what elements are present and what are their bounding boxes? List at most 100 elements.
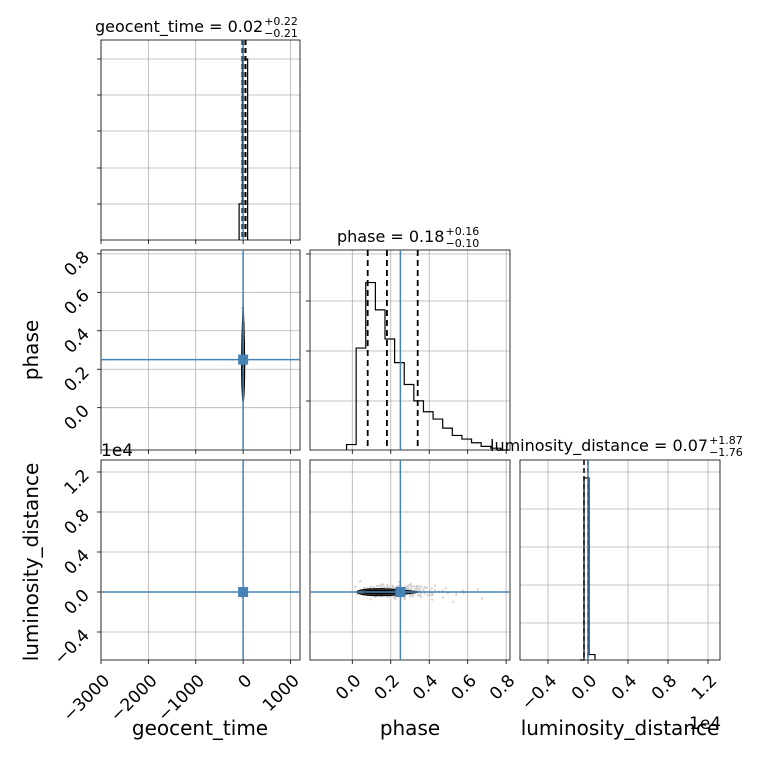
scatter-point: [380, 586, 383, 589]
scatter-point: [455, 593, 458, 597]
histogram-phase: [345, 281, 510, 451]
y-tick-label-phase: 0.8: [60, 247, 93, 280]
scatter-point: [363, 586, 366, 589]
title-minus: −1.76: [709, 446, 743, 459]
scatter-point: [430, 587, 433, 590]
x-tick-label-geocent_time: −3000: [59, 671, 114, 726]
scatter-point: [422, 588, 425, 591]
x-tick-label-luminosity_distance: 0.8: [648, 671, 681, 704]
scatter-point: [391, 584, 394, 587]
x-tick-label-phase: 0.2: [371, 671, 404, 704]
tick-labels: −3000−2000−1000 0 1000 0.0 0.2 0.4 0.6 0.8−0.4 0…: [50, 247, 721, 725]
scatter-point: [370, 585, 373, 588]
scatter-point: [419, 585, 422, 588]
scatter-point: [476, 588, 480, 591]
truth-marker: [238, 354, 249, 365]
panel-frame: [309, 249, 511, 451]
scatter-point: [404, 597, 407, 600]
x-tick-label-phase: 0.4: [409, 671, 442, 704]
x-tick-label-luminosity_distance: 0.0: [568, 671, 601, 704]
scatter-point: [392, 586, 395, 589]
title-minus: −0.10: [445, 237, 479, 250]
y-axis-label-luminosity_distance: luminosity_distance: [19, 463, 43, 662]
title-plus: +0.16: [445, 225, 479, 238]
y-tick-label-luminosity_distance: 0.0: [60, 586, 93, 619]
panel-r1-c0: [97, 249, 301, 454]
truth-marker: [238, 587, 249, 597]
scatter-point: [386, 583, 389, 586]
scatter-point: [419, 595, 423, 598]
title-plus: +0.22: [264, 15, 298, 28]
scatter-point: [429, 594, 432, 597]
title-text-geocent_time: geocent_time = 0.02: [95, 17, 263, 37]
scatter-point: [354, 585, 357, 588]
title-phase: phase = 0.18 +0.16−0.10: [337, 225, 479, 250]
scatter-point: [393, 595, 396, 599]
panel-r2-c1: [309, 459, 511, 664]
title-prefix: luminosity_distance =: [490, 436, 672, 456]
x-axis-label-luminosity_distance: luminosity_distance: [521, 716, 720, 740]
scatter-point: [355, 593, 358, 596]
x-tick-label-phase: 0.8: [486, 671, 519, 704]
scatter-point: [441, 596, 444, 599]
title-luminosity_distance: luminosity_distance = 0.07 +1.87−1.76: [490, 434, 743, 459]
x-axis-label-geocent_time: geocent_time: [132, 716, 268, 740]
y-tick-label-phase: 0.0: [60, 401, 93, 434]
scatter-point: [420, 592, 423, 595]
scatter-point: [394, 598, 397, 601]
scatter-point: [411, 586, 414, 589]
scatter-point: [377, 584, 381, 588]
title-geocent_time: geocent_time = 0.02 +0.22−0.21: [95, 15, 298, 40]
scatter-point: [409, 587, 412, 591]
panel-r2-c2: [519, 459, 721, 664]
scatter-point: [415, 586, 419, 589]
offset-label-y: 1e4: [101, 441, 133, 461]
title-median: 0.07: [672, 436, 708, 455]
scatter-point: [407, 584, 410, 587]
x-tick-label-phase: 0.6: [448, 671, 481, 704]
panel-frame: [100, 459, 301, 661]
scatter-point: [431, 592, 435, 595]
scatter-point: [417, 587, 420, 590]
scatter-point: [428, 588, 431, 592]
scatter-point: [431, 598, 434, 601]
y-axis-label-phase: phase: [19, 320, 43, 380]
y-tick-label-luminosity_distance: 1.2: [60, 466, 93, 499]
x-tick-label-geocent_time: 1000: [259, 671, 304, 716]
scatter-point: [423, 592, 426, 595]
scatter-point: [426, 586, 429, 589]
offset-label-x: 1e4: [689, 714, 721, 734]
scatter-point: [444, 587, 447, 590]
title-median: 0.18: [409, 227, 445, 246]
scatter-point: [461, 589, 465, 592]
scatter-point: [433, 588, 436, 592]
panel-frame: [309, 459, 511, 661]
scatter-point: [375, 585, 378, 588]
scatter-point: [480, 597, 484, 600]
scatter-point: [423, 586, 426, 589]
x-axis-label-phase: phase: [380, 716, 440, 740]
x-tick-label-luminosity_distance: 0.4: [608, 671, 641, 704]
scatter-point: [409, 584, 412, 587]
title-text-phase: phase = 0.18: [337, 227, 444, 246]
truth-marker: [395, 587, 406, 597]
title-prefix: phase =: [337, 227, 409, 246]
scatter-point: [383, 585, 386, 588]
scatter-point: [374, 595, 377, 599]
scatter-point: [409, 595, 412, 598]
y-tick-label-phase: 0.4: [60, 324, 93, 357]
x-tick-label-luminosity_distance: −0.4: [518, 671, 561, 714]
panel-frame: [100, 39, 301, 241]
panel-frame: [100, 249, 301, 451]
scatter-point: [412, 584, 416, 588]
scatter-point: [404, 586, 408, 589]
title-minus: −0.21: [264, 27, 298, 40]
scatter-point: [434, 584, 437, 587]
panel-r1-c1: [306, 249, 511, 454]
y-tick-label-luminosity_distance: −0.4: [50, 626, 93, 669]
scatter-point: [426, 593, 429, 597]
x-tick-label-luminosity_distance: 1.2: [688, 671, 721, 704]
x-tick-label-geocent_time: 0: [234, 671, 256, 693]
title-text-luminosity_distance: luminosity_distance = 0.07: [490, 436, 708, 456]
